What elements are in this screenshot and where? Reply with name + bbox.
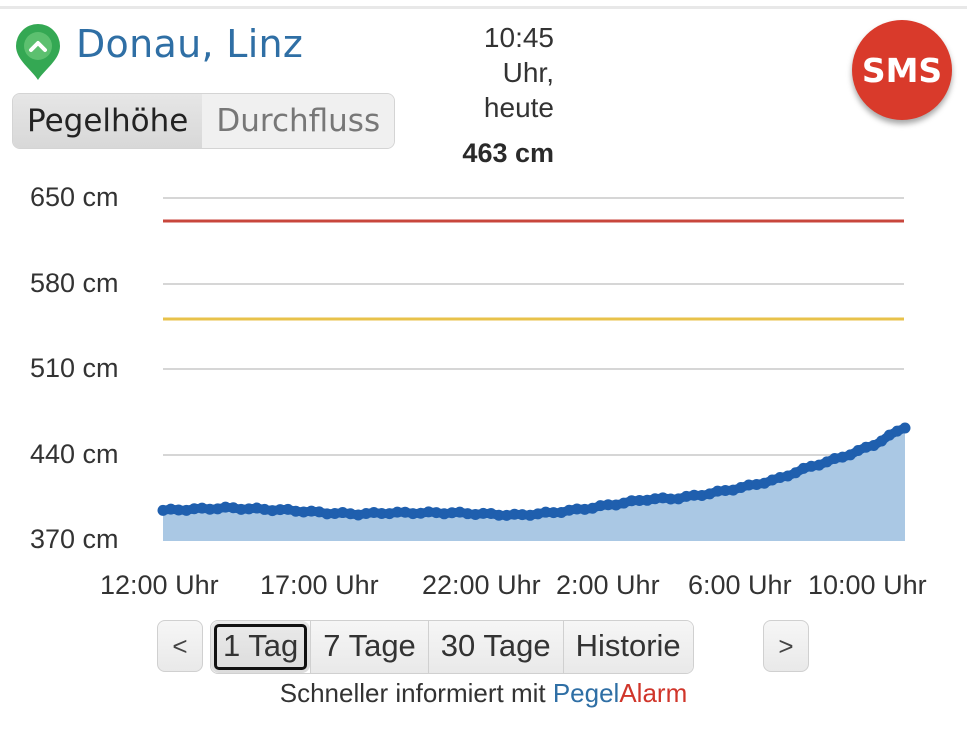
time-value: 10:45 [483,22,554,53]
sms-button[interactable]: SMS [852,20,952,120]
range-7-tage[interactable]: 7 Tage [310,621,428,673]
timestamp: 10:45 Uhr, heute [420,20,554,125]
measure-toggle: Pegelhöhe Durchfluss [12,93,396,149]
footer-text: Schneller informiert mit [279,678,553,708]
range-1-tag[interactable]: 1 Tag [211,621,311,673]
time-day: heute [483,92,554,123]
time-unit: Uhr, [502,57,554,88]
trend-up-pin-icon [16,24,60,80]
range-historie[interactable]: Historie [562,621,693,673]
y-tick: 370 cm [30,524,119,554]
water-level-chart[interactable] [0,0,967,560]
x-tick: 17:00 Uhr [260,570,379,600]
level-points [157,422,911,521]
y-tick: 650 cm [30,182,119,212]
level-area [163,428,905,541]
y-tick: 580 cm [30,268,119,298]
x-tick: 22:00 Uhr [422,570,541,600]
x-tick: 10:00 Uhr [808,570,927,600]
y-tick: 510 cm [30,353,119,383]
top-divider [0,6,967,9]
prev-range-button[interactable]: < [157,620,203,672]
station-title[interactable]: Donau, Linz [76,22,304,66]
x-tick: 12:00 Uhr [100,570,219,600]
brand-pegel-link[interactable]: Pegel [552,678,620,708]
next-range-button[interactable]: > [763,620,809,672]
promo-footer: Schneller informiert mit PegelAlarm [0,678,967,709]
toggle-durchfluss[interactable]: Durchfluss [202,94,395,148]
gridlines [163,197,904,456]
brand-alarm-link[interactable]: Alarm [619,678,688,708]
range-30-tage[interactable]: 30 Tage [427,621,563,673]
current-level: 463 cm [462,138,554,168]
x-tick: 2:00 Uhr [556,570,660,600]
x-tick: 6:00 Uhr [688,570,792,600]
y-tick: 440 cm [30,439,119,469]
range-selector: 1 Tag 7 Tage 30 Tage Historie [210,620,694,674]
toggle-pegelhoehe[interactable]: Pegelhöhe [13,94,203,148]
